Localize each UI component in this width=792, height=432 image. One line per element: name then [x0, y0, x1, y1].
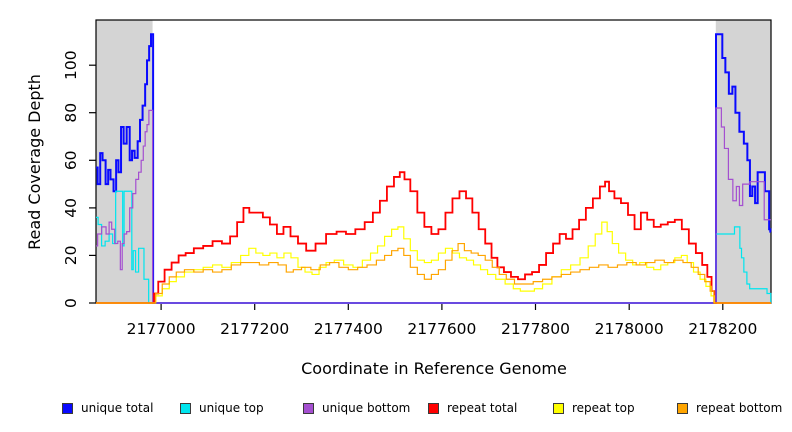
x-tick-label: 2178000 — [595, 320, 664, 338]
legend-swatch-unique-bottom — [303, 402, 314, 414]
x-tick-label: 2178200 — [688, 320, 757, 338]
legend-item-repeat-total: repeat total — [428, 399, 517, 417]
series-lines — [96, 33, 772, 304]
x-tick-label: 2177200 — [220, 320, 289, 338]
x-axis-title: Coordinate in Reference Genome — [301, 359, 567, 378]
y-tick-label: 40 — [62, 198, 80, 218]
legend-label-repeat-top: repeat top — [572, 401, 635, 415]
y-tick-label: 0 — [62, 298, 80, 308]
series-line-repeat-total — [96, 171, 771, 304]
legend-item-unique-top: unique top — [180, 399, 264, 417]
legend-swatch-repeat-bottom — [677, 402, 688, 414]
legend-item-repeat-bottom: repeat bottom — [677, 399, 782, 417]
x-tick-label: 2177000 — [127, 320, 196, 338]
x-tick-label: 2177600 — [407, 320, 476, 338]
legend-swatch-repeat-total — [428, 402, 439, 414]
legend-label-unique-bottom: unique bottom — [322, 401, 411, 415]
series-line-unique-bottom — [96, 107, 771, 304]
legend-swatch-unique-top — [180, 402, 191, 414]
legend-label-unique-top: unique top — [199, 401, 264, 415]
legend-item-unique-bottom: unique bottom — [303, 399, 410, 417]
legend-item-unique-total: unique total — [62, 399, 153, 417]
legend-swatch-repeat-top — [553, 402, 564, 414]
axes: 2177000 2177200 2177400 2177600 2177800 21780… — [62, 19, 772, 338]
series-line-repeat-bottom — [96, 242, 771, 304]
series-line-unique-top — [96, 190, 772, 304]
chart-legend: unique total unique top unique bottom repea… — [0, 399, 792, 421]
legend-label-unique-total: unique total — [81, 401, 154, 415]
y-tick-label: 60 — [62, 150, 80, 170]
legend-label-repeat-bottom: repeat bottom — [696, 401, 783, 415]
x-tick-label: 2177400 — [314, 320, 383, 338]
series-line-repeat-top — [96, 221, 771, 304]
y-tick-label: 100 — [62, 50, 80, 80]
legend-item-repeat-top: repeat top — [553, 399, 635, 417]
y-tick-label: 20 — [62, 246, 80, 266]
x-tick-label: 2177800 — [501, 320, 570, 338]
legend-label-repeat-total: repeat total — [447, 401, 518, 415]
y-tick-label: 80 — [62, 103, 80, 123]
y-axis-title: Read Coverage Depth — [25, 74, 44, 250]
legend-swatch-unique-total — [62, 402, 73, 414]
